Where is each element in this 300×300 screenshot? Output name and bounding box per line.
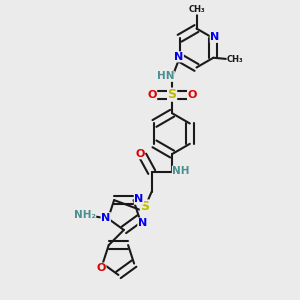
Text: O: O — [188, 90, 197, 100]
Text: S: S — [140, 200, 149, 213]
Text: O: O — [147, 90, 157, 100]
Text: S: S — [168, 88, 177, 101]
Text: N: N — [101, 213, 110, 223]
Text: NH₂: NH₂ — [74, 210, 96, 220]
Text: N: N — [138, 218, 147, 228]
Text: O: O — [97, 263, 106, 273]
Text: CH₃: CH₃ — [188, 5, 205, 14]
Text: N: N — [210, 32, 220, 42]
Text: O: O — [135, 149, 144, 159]
Text: N: N — [174, 52, 183, 62]
Text: HN: HN — [157, 71, 174, 81]
Text: NH: NH — [172, 166, 190, 176]
Text: CH₃: CH₃ — [227, 55, 244, 64]
Text: N: N — [134, 194, 143, 204]
